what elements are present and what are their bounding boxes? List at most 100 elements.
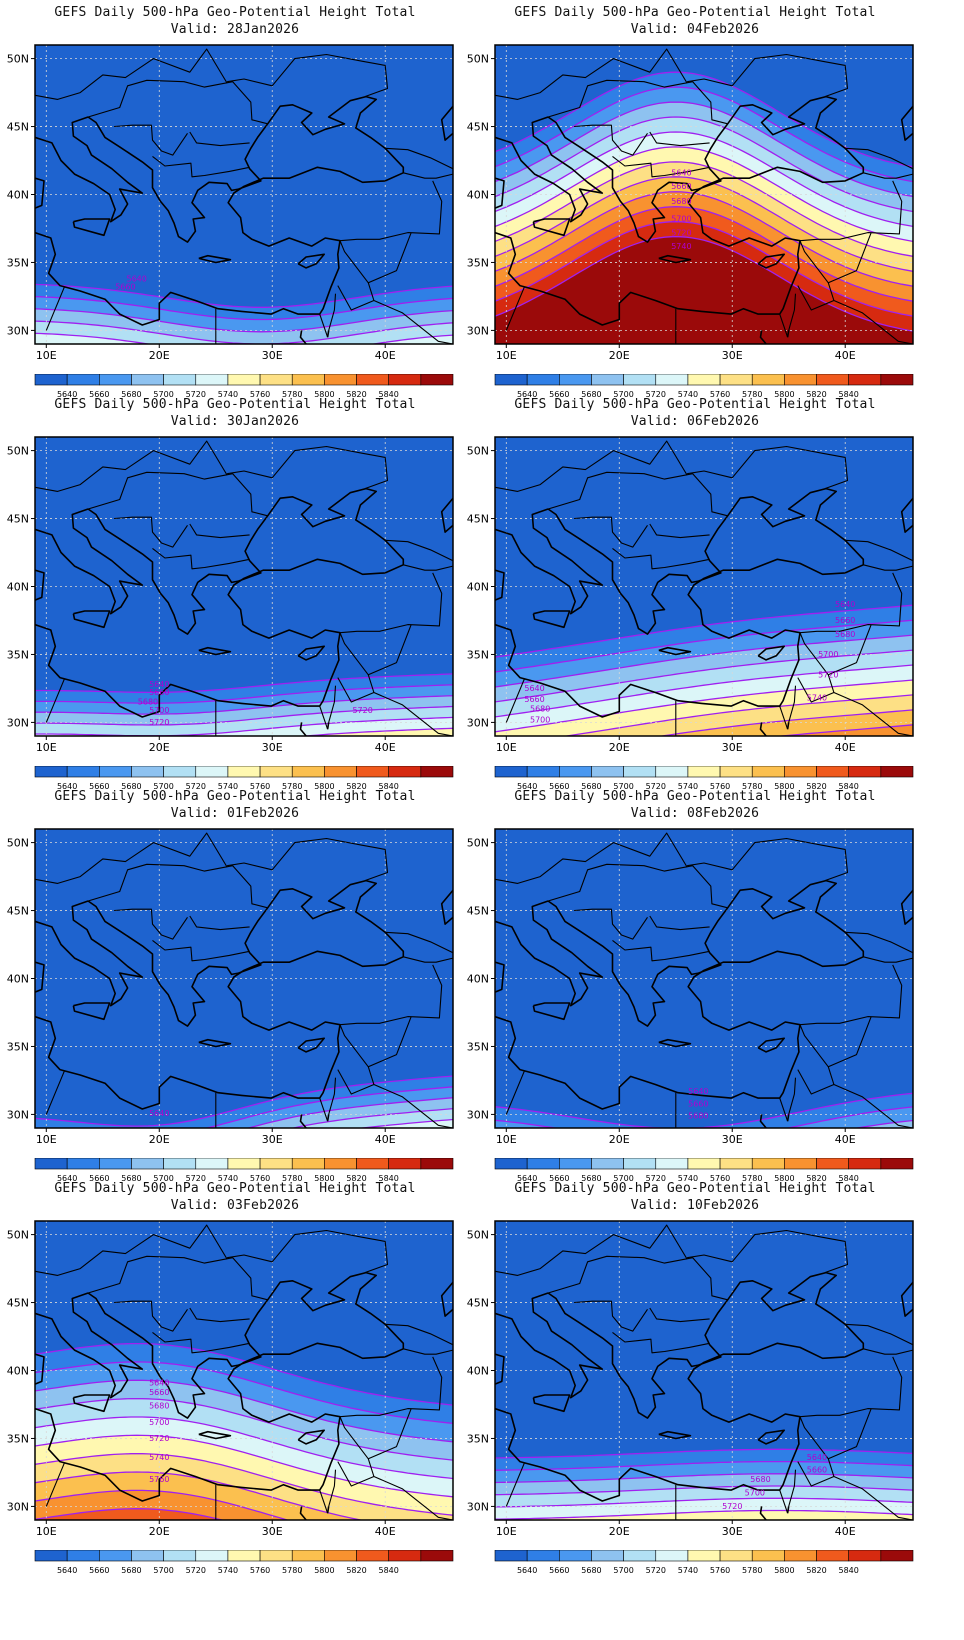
contour-label: 5680 xyxy=(688,1111,708,1120)
contour-label: 5700 xyxy=(671,215,691,224)
coastline xyxy=(440,105,453,141)
coastline xyxy=(35,1292,144,1399)
coastline xyxy=(532,610,571,629)
lat-tick-label: 50N xyxy=(7,445,29,458)
coastline xyxy=(297,645,325,661)
coastline xyxy=(339,572,443,634)
colorbar-swatch xyxy=(356,1158,389,1170)
colorbar-label: 5640 xyxy=(517,1566,537,1575)
colorbar-label: 5640 xyxy=(57,1566,77,1575)
colorbar-swatch xyxy=(848,1158,882,1170)
colorbar-swatch xyxy=(816,374,849,386)
colorbar-swatch xyxy=(559,374,592,386)
coastline xyxy=(687,837,849,882)
lon-tick-label: 10E xyxy=(496,1133,517,1146)
colorbar-swatch xyxy=(163,1158,197,1170)
coastline xyxy=(658,1038,692,1048)
colorbar-swatch xyxy=(784,766,817,778)
colorbar-swatch xyxy=(388,1550,422,1562)
contour-label: 5700 xyxy=(149,706,169,715)
coastline xyxy=(152,939,250,962)
coastline xyxy=(797,632,835,703)
colorbar-label: 5660 xyxy=(549,390,569,399)
panel-valid-date: Valid: 03Feb2026 xyxy=(170,1198,300,1213)
coastline xyxy=(759,722,768,736)
lon-tick-label: 40E xyxy=(375,1525,396,1538)
coastline xyxy=(495,116,604,223)
lat-tick-label: 35N xyxy=(467,1040,489,1053)
colorbar-swatch xyxy=(291,1158,325,1170)
colorbar-swatch xyxy=(526,766,560,778)
coastline xyxy=(114,908,188,940)
coastline xyxy=(833,691,913,736)
coastline xyxy=(547,1255,728,1301)
coastline xyxy=(35,95,405,326)
contour-label: 5720 xyxy=(149,1434,169,1443)
coastline xyxy=(757,1037,785,1053)
lon-tick-label: 40E xyxy=(375,741,396,754)
colorbar-label: 5800 xyxy=(314,390,334,399)
lon-tick-label: 30E xyxy=(722,349,743,362)
coastline xyxy=(863,1348,913,1355)
colorbar-label: 5680 xyxy=(121,1566,141,1575)
panel-valid-date: Valid: 01Feb2026 xyxy=(170,806,300,821)
colorbar-label: 5700 xyxy=(613,1566,633,1575)
coastline xyxy=(337,1416,375,1487)
colorbar-label: 5700 xyxy=(153,390,173,399)
lon-tick-label: 10E xyxy=(496,349,517,362)
coastline xyxy=(299,1114,308,1128)
coastline xyxy=(385,1323,453,1346)
coastline xyxy=(373,1083,453,1128)
colorbar-swatch xyxy=(784,1550,817,1562)
lat-tick-label: 30N xyxy=(467,1500,489,1513)
contour-label: 5740 xyxy=(149,1453,169,1462)
colorbar-swatch xyxy=(719,1158,753,1170)
colorbar-swatch xyxy=(848,1550,882,1562)
lon-tick-label: 30E xyxy=(262,741,283,754)
coastline xyxy=(799,572,903,634)
coastline xyxy=(845,931,913,954)
colorbar-label: 5840 xyxy=(839,1566,859,1575)
lat-tick-label: 30N xyxy=(7,1500,29,1513)
coastline xyxy=(505,678,525,723)
colorbar-swatch xyxy=(259,374,293,386)
colorbar-swatch xyxy=(591,1158,624,1170)
coastline xyxy=(547,863,728,909)
coastline xyxy=(687,53,849,98)
coastline xyxy=(833,299,913,344)
colorbar-label: 5760 xyxy=(710,1174,730,1183)
contour-label: 5640 xyxy=(835,600,855,609)
colorbar-label: 5720 xyxy=(186,1566,206,1575)
contour-label: 5720 xyxy=(352,706,372,715)
lon-tick-label: 40E xyxy=(375,349,396,362)
coastline xyxy=(495,487,865,718)
coastline xyxy=(198,1430,232,1440)
colorbar-swatch xyxy=(880,374,914,386)
coastline xyxy=(900,1281,913,1317)
colorbar-label: 5820 xyxy=(806,782,826,791)
lon-tick-label: 40E xyxy=(835,741,856,754)
coastline xyxy=(828,1408,872,1460)
map-panel: GEFS Daily 500-hPa Geo-Potential Height … xyxy=(0,392,470,794)
colorbar-label: 5700 xyxy=(613,390,633,399)
colorbar-swatch xyxy=(163,374,197,386)
coastline xyxy=(35,116,144,223)
lat-tick-label: 30N xyxy=(467,716,489,729)
coastline xyxy=(403,1348,453,1355)
contour-label: 5640 xyxy=(126,274,146,283)
coastline xyxy=(189,131,250,147)
lon-tick-label: 40E xyxy=(835,1133,856,1146)
colorbar-label: 5740 xyxy=(218,782,238,791)
contour-label: 5700 xyxy=(149,1418,169,1427)
colorbar-swatch xyxy=(227,766,261,778)
panel-valid-date: Valid: 30Jan2026 xyxy=(170,414,300,429)
colorbar-swatch xyxy=(195,374,229,386)
panel-valid-date: Valid: 04Feb2026 xyxy=(630,22,760,37)
colorbar-swatch xyxy=(163,1550,197,1562)
colorbar-swatch xyxy=(66,374,100,386)
colorbar-swatch xyxy=(356,1550,389,1562)
colorbar-swatch xyxy=(99,1550,132,1562)
contour-label: 5660 xyxy=(524,695,544,704)
coastline xyxy=(227,53,389,98)
colorbar-label: 5720 xyxy=(186,782,206,791)
